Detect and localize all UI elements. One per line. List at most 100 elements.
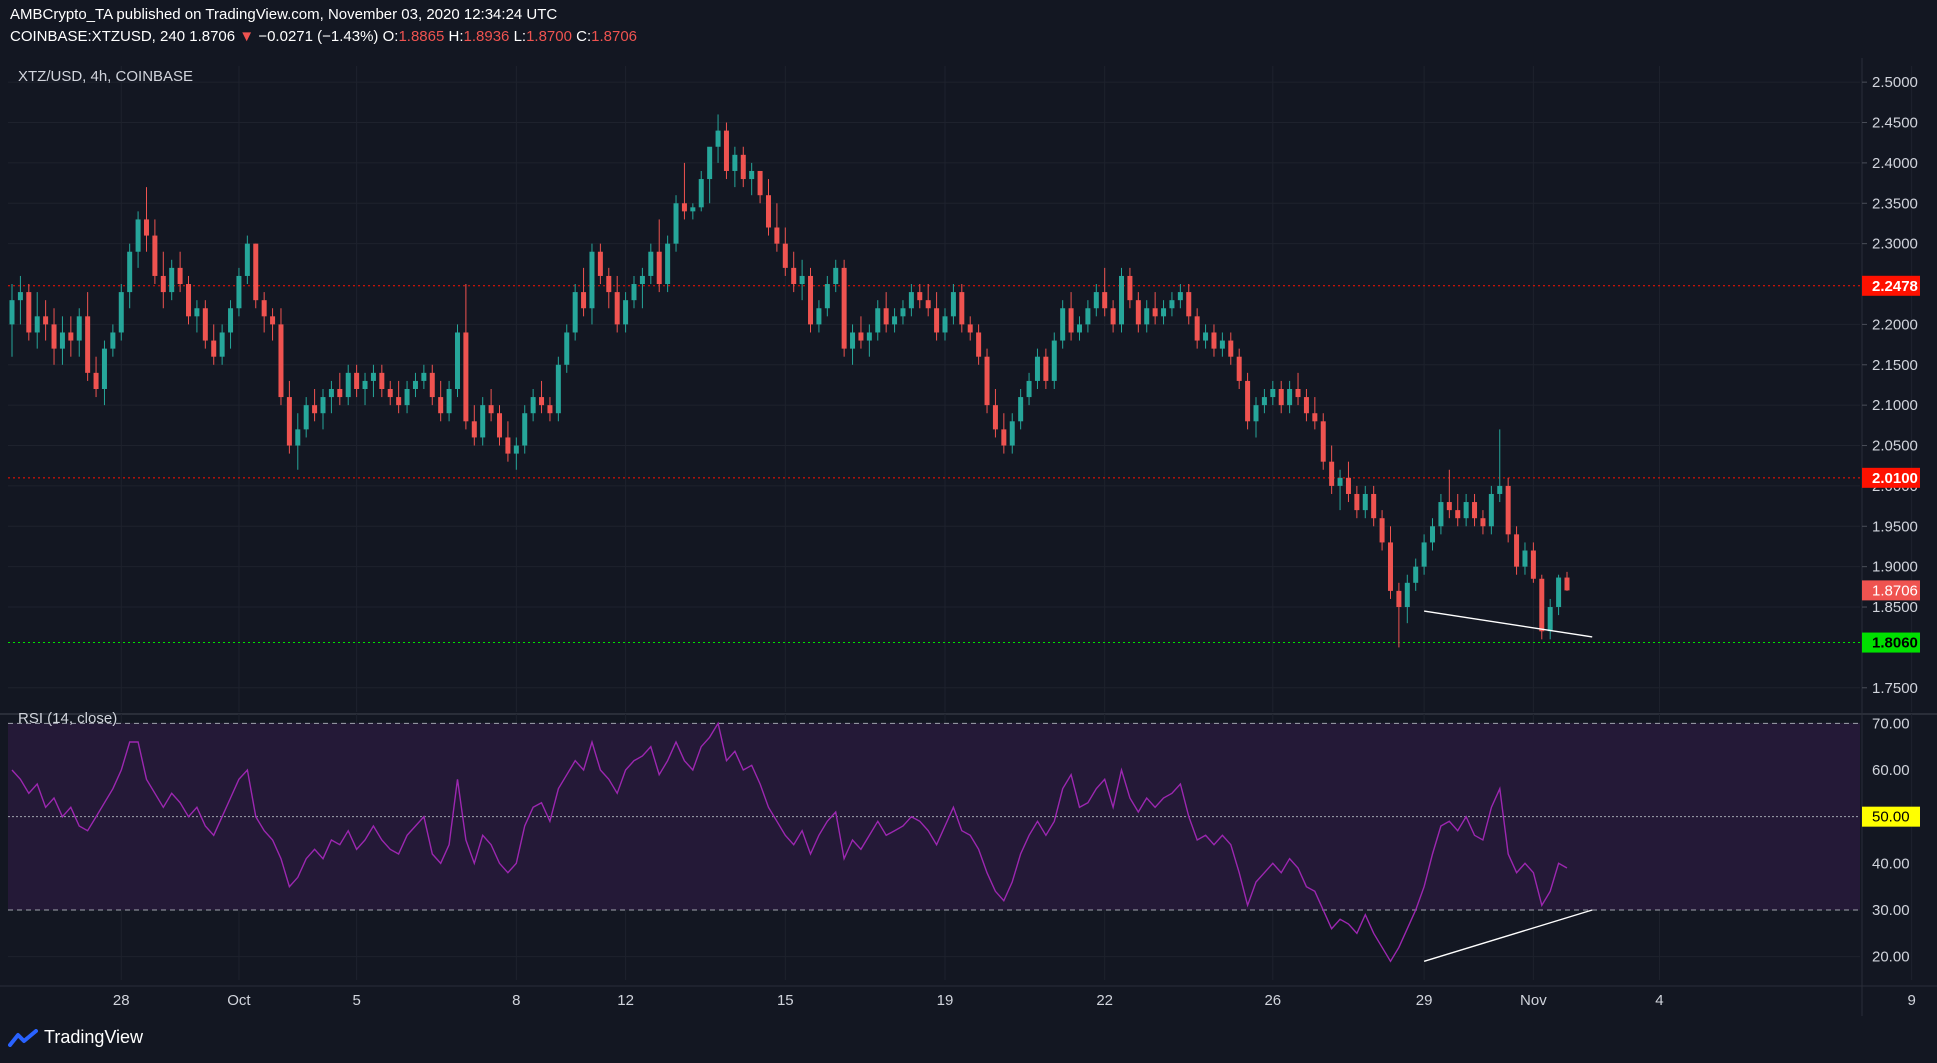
rsi-tick-label: 70.00 bbox=[1872, 715, 1910, 732]
candle-body-up bbox=[892, 316, 898, 325]
candle-body-up bbox=[169, 267, 175, 293]
tradingview-logo[interactable]: TradingView bbox=[8, 1027, 143, 1048]
candle-body-up bbox=[244, 243, 250, 276]
candle-body-down bbox=[1564, 577, 1570, 591]
horizontal-levels bbox=[8, 285, 1860, 911]
price-tick-label: 2.2000 bbox=[1872, 316, 1918, 333]
close-label: C: bbox=[576, 28, 592, 45]
candle-body-up bbox=[698, 179, 704, 208]
high-value: 1.8936 bbox=[463, 28, 510, 45]
symbol-info-row: COINBASE:XTZUSD, 240 1.8706 ▼ −0.0271 (−… bbox=[10, 28, 637, 45]
candle-body-up bbox=[1203, 332, 1209, 341]
candle-body-up bbox=[900, 308, 906, 317]
price-axis[interactable]: 2.5000 2.4500 2.4000 2.3500 2.3000 2.2000 2.15… bbox=[1862, 74, 1918, 966]
candle-body-up bbox=[833, 267, 839, 285]
candle-body-up bbox=[34, 316, 40, 333]
candle-body-down bbox=[1354, 493, 1360, 511]
trendlines[interactable] bbox=[1423, 610, 1593, 963]
candle-body-up bbox=[1404, 582, 1410, 608]
candle-body-up bbox=[749, 170, 755, 180]
candle-body-down bbox=[1396, 590, 1402, 608]
time-tick-label: 5 bbox=[352, 992, 360, 1009]
candle-body-down bbox=[1043, 356, 1049, 381]
time-tick-label: 8 bbox=[512, 992, 520, 1009]
candle-body-up bbox=[1026, 380, 1032, 398]
candle-body-down bbox=[68, 332, 74, 341]
down-arrow-icon: ▼ bbox=[239, 28, 255, 45]
candle-body-up bbox=[530, 397, 536, 414]
candle-body-up bbox=[648, 251, 654, 276]
candle-body-up bbox=[236, 275, 242, 309]
rsi-tick-label: 30.00 bbox=[1872, 902, 1910, 919]
candle-body-up bbox=[1421, 542, 1427, 567]
time-tick-label: 22 bbox=[1096, 992, 1113, 1009]
publish-info: AMBCrypto_TA published on TradingView.co… bbox=[10, 6, 558, 23]
candle-body-down bbox=[1371, 493, 1377, 519]
price-level-tag bbox=[1862, 467, 1920, 488]
rsi-tick-label: 60.00 bbox=[1872, 762, 1910, 779]
candle-body-down bbox=[1539, 578, 1545, 632]
price-tick-label: 2.5000 bbox=[1872, 74, 1918, 91]
tradingview-icon bbox=[8, 1028, 38, 1047]
time-axis[interactable]: 28 Oct 5 8 12 15 19 22 26 29 Nov 4 9 bbox=[113, 992, 1916, 1009]
candle-body-down bbox=[791, 267, 797, 285]
candle-body-up bbox=[454, 332, 460, 389]
candle-body-up bbox=[799, 275, 805, 285]
candle-body-up bbox=[564, 332, 570, 365]
price-level-tag-text: 2.2478 bbox=[1872, 278, 1918, 295]
candle-body-up bbox=[370, 372, 376, 381]
candle-body-up bbox=[1270, 389, 1276, 398]
candle-body-down bbox=[202, 308, 208, 341]
price-level-tag bbox=[1862, 632, 1920, 653]
candle-body-down bbox=[1236, 356, 1242, 381]
candle-body-up bbox=[1144, 308, 1150, 325]
rsi-tick-label: 40.00 bbox=[1872, 855, 1910, 872]
price-tick-label: 2.1500 bbox=[1872, 357, 1918, 374]
candlesticks[interactable] bbox=[9, 114, 1570, 648]
candle-body-up bbox=[522, 413, 528, 446]
candle-body-up bbox=[76, 316, 82, 341]
candle-body-down bbox=[1295, 389, 1301, 398]
time-tick-label: 12 bbox=[617, 992, 634, 1009]
candle-body-up bbox=[1177, 292, 1183, 301]
candle-body-up bbox=[101, 348, 107, 389]
candle-body-up bbox=[1119, 275, 1125, 325]
candle-body-down bbox=[312, 405, 318, 414]
candle-body-up bbox=[942, 316, 948, 333]
candle-body-up bbox=[665, 243, 671, 285]
rsi-pane-title: RSI (14, close) bbox=[18, 710, 117, 727]
candle-body-up bbox=[1261, 397, 1267, 406]
price-tick-label: 2.1000 bbox=[1872, 397, 1918, 414]
last-price-tag bbox=[1862, 580, 1920, 601]
rsi-midline-tag-text: 50.00 bbox=[1872, 809, 1910, 826]
candle-body-down bbox=[723, 130, 729, 171]
candle-body-up bbox=[219, 332, 225, 357]
rsi-line bbox=[11, 721, 1568, 963]
candle-body-down bbox=[1127, 275, 1133, 301]
candle-body-down bbox=[757, 170, 763, 196]
candle-body-up bbox=[824, 284, 830, 309]
price-tick-label: 2.3500 bbox=[1872, 195, 1918, 212]
candle-body-down bbox=[379, 372, 385, 389]
candle-body-down bbox=[606, 275, 612, 293]
candle-body-down bbox=[471, 421, 477, 438]
candle-body-up bbox=[110, 332, 116, 349]
candle-body-up bbox=[345, 372, 351, 398]
candle-body-down bbox=[429, 372, 435, 398]
time-tick-label: Oct bbox=[227, 992, 251, 1009]
candle-body-down bbox=[270, 316, 276, 325]
close-value: 1.8706 bbox=[591, 28, 638, 45]
candle-body-up bbox=[690, 207, 696, 212]
candle-body-down bbox=[740, 154, 746, 180]
rsi-series[interactable] bbox=[11, 721, 1568, 963]
candle-body-down bbox=[463, 332, 469, 422]
time-tick-label: 28 bbox=[113, 992, 130, 1009]
candle-body-down bbox=[1312, 413, 1318, 422]
price-level-tag-text: 2.0100 bbox=[1872, 470, 1918, 487]
price-level-tag bbox=[1862, 275, 1920, 296]
candle-body-down bbox=[160, 275, 166, 293]
candle-body-up bbox=[1287, 389, 1293, 406]
candle-body-down bbox=[51, 324, 57, 349]
candle-body-down bbox=[967, 324, 973, 333]
symbol-name[interactable]: COINBASE:XTZUSD, 240 bbox=[10, 28, 186, 45]
